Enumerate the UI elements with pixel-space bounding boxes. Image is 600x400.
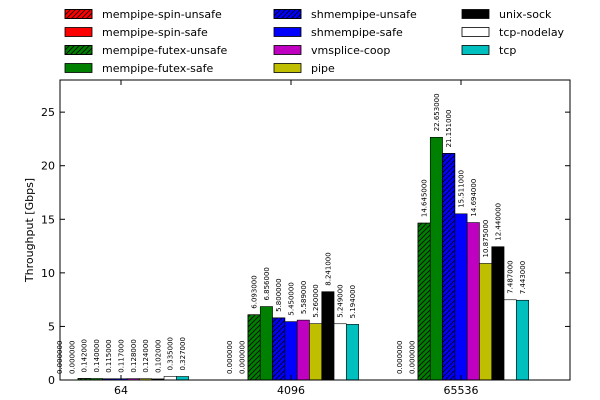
y-tick-label: 10 <box>41 267 55 280</box>
legend-item-pipe: pipe <box>273 62 335 75</box>
data-label-mempipe-spin-safe-65536: 0.000000 <box>408 341 416 374</box>
y-tick-label: 20 <box>41 160 55 173</box>
legend-swatch <box>64 27 93 37</box>
plot-area <box>77 136 529 381</box>
data-label-unix-sock-64: 0.102000 <box>154 340 162 373</box>
data-label-shmempipe-unsafe-64: 0.115000 <box>105 339 113 372</box>
data-label-mempipe-spin-unsafe-65536: 0.000000 <box>396 341 404 374</box>
legend-swatch <box>273 45 302 55</box>
bar-tcp-nodelay-65536 <box>503 299 517 381</box>
legend-label: vmsplice-coop <box>311 44 390 57</box>
data-labels: 0.000000 0.000000 0.142000 0.140000 0.115000… <box>56 93 527 374</box>
y-tick-label: 5 <box>48 320 55 333</box>
x-tick-label-4096: 4096 <box>277 384 305 397</box>
data-label-tcp-nodelay-65536: 7.487000 <box>507 260 515 293</box>
legend-label: shmempipe-safe <box>311 26 403 39</box>
data-label-shmempipe-safe-4096: 5.450000 <box>288 282 296 315</box>
bar-tcp-64 <box>176 376 189 381</box>
data-label-tcp-nodelay-64: 0.335000 <box>167 337 175 370</box>
legend-swatch <box>461 27 490 37</box>
x-tick-label-64: 64 <box>114 384 128 397</box>
bar-hatch <box>417 222 431 381</box>
data-label-pipe-65536: 10.875000 <box>482 220 490 258</box>
data-label-pipe-64: 0.124000 <box>142 339 150 372</box>
y-tick-label: 15 <box>41 213 55 226</box>
data-label-mempipe-futex-unsafe-4096: 6.093000 <box>251 275 259 308</box>
legend-swatch <box>461 9 490 19</box>
bar-tcp-nodelay-64 <box>163 376 177 381</box>
legend-label: shmempipe-unsafe <box>311 8 417 21</box>
data-label-pipe-4096: 5.260000 <box>312 284 320 317</box>
legend-label: pipe <box>311 62 335 75</box>
bar-vmsplice-coop-65536 <box>466 222 480 381</box>
legend-item-shmempipe-safe: shmempipe-safe <box>273 26 403 39</box>
data-label-mempipe-futex-safe-4096: 6.856000 <box>263 267 271 300</box>
legend-swatch <box>64 63 93 73</box>
legend-label: mempipe-spin-safe <box>102 26 208 39</box>
legend-label: unix-sock <box>499 8 552 21</box>
data-label-vmsplice-coop-65536: 14.694000 <box>470 179 478 217</box>
bar-unix-sock-65536 <box>491 246 505 381</box>
data-label-mempipe-futex-safe-64: 0.140000 <box>93 339 101 372</box>
legend-item-tcp: tcp <box>461 44 516 57</box>
data-label-mempipe-futex-safe-65536: 22.653000 <box>433 93 441 131</box>
legend-swatch <box>273 27 302 37</box>
bar-shmempipe-safe-4096 <box>284 321 298 381</box>
legend-label: mempipe-futex-unsafe <box>102 44 227 57</box>
data-label-mempipe-spin-unsafe-4096: 0.000000 <box>226 341 234 374</box>
data-label-vmsplice-coop-64: 0.128000 <box>130 339 138 372</box>
y-axis-label: Throughput [Gbps] <box>23 178 36 283</box>
legend-label: tcp <box>499 44 516 57</box>
bar-hatch <box>272 317 286 381</box>
bar-vmsplice-coop-4096 <box>296 319 310 381</box>
bar-mempipe-futex-safe-4096 <box>259 306 273 381</box>
data-label-mempipe-futex-unsafe-65536: 14.645000 <box>421 179 429 217</box>
legend-item-mempipe-spin-safe: mempipe-spin-safe <box>64 26 208 39</box>
data-label-mempipe-spin-safe-64: 0.000000 <box>68 341 76 374</box>
legend-swatch <box>273 63 302 73</box>
axes: Throughput [Gbps] 0 5 10 15 20 25 64 4096 65536 <box>23 79 571 397</box>
legend-label: mempipe-spin-unsafe <box>102 8 222 21</box>
y-tick-label: 0 <box>48 374 55 387</box>
bar-mempipe-futex-safe-65536 <box>429 136 443 381</box>
data-label-unix-sock-4096: 8.241000 <box>324 252 332 285</box>
legend-item-mempipe-futex-safe: mempipe-futex-safe <box>64 62 214 75</box>
data-label-mempipe-futex-unsafe-64: 0.142000 <box>81 339 89 372</box>
data-label-shmempipe-safe-65536: 15.511000 <box>458 170 466 208</box>
legend-item-vmsplice-coop: vmsplice-coop <box>273 44 390 57</box>
bar-pipe-65536 <box>479 263 493 381</box>
bar-tcp-65536 <box>516 299 529 381</box>
data-label-tcp-64: 0.327000 <box>179 337 187 370</box>
legend-item-mempipe-futex-unsafe: mempipe-futex-unsafe <box>64 44 227 57</box>
bar-unix-sock-4096 <box>321 291 335 381</box>
legend-item-unix-sock: unix-sock <box>461 8 552 21</box>
legend-item-tcp-nodelay: tcp-nodelay <box>461 26 565 39</box>
data-label-tcp-4096: 5.194000 <box>349 285 357 318</box>
bar-tcp-nodelay-4096 <box>333 323 347 381</box>
legend-swatch <box>461 45 490 55</box>
bar-pipe-4096 <box>309 323 323 381</box>
bar-hatch <box>442 153 456 381</box>
legend-label: tcp-nodelay <box>499 26 565 39</box>
legend: mempipe-spin-unsafe mempipe-spin-safe memp… <box>64 8 565 75</box>
data-label-tcp-nodelay-4096: 5.249000 <box>337 284 345 317</box>
legend-item-mempipe-spin-unsafe: mempipe-spin-unsafe <box>64 8 222 21</box>
plot-frame <box>59 79 571 381</box>
data-label-tcp-65536: 7.443000 <box>519 261 527 294</box>
data-label-shmempipe-unsafe-4096: 5.800000 <box>275 278 283 311</box>
data-label-shmempipe-safe-64: 0.117000 <box>118 339 126 372</box>
x-tick-label-65536: 65536 <box>444 384 479 397</box>
data-label-unix-sock-65536: 12.440000 <box>494 203 502 241</box>
y-tick-label: 25 <box>41 106 55 119</box>
data-label-shmempipe-unsafe-65536: 21.151000 <box>445 110 453 148</box>
data-label-vmsplice-coop-4096: 5.589000 <box>300 281 308 314</box>
data-label-mempipe-spin-safe-4096: 0.000000 <box>238 341 246 374</box>
legend-item-shmempipe-unsafe: shmempipe-unsafe <box>273 8 417 21</box>
bar-shmempipe-safe-65536 <box>454 213 468 381</box>
bar-tcp-4096 <box>346 324 359 381</box>
legend-label: mempipe-futex-safe <box>102 62 214 75</box>
bar-hatch <box>247 314 261 381</box>
